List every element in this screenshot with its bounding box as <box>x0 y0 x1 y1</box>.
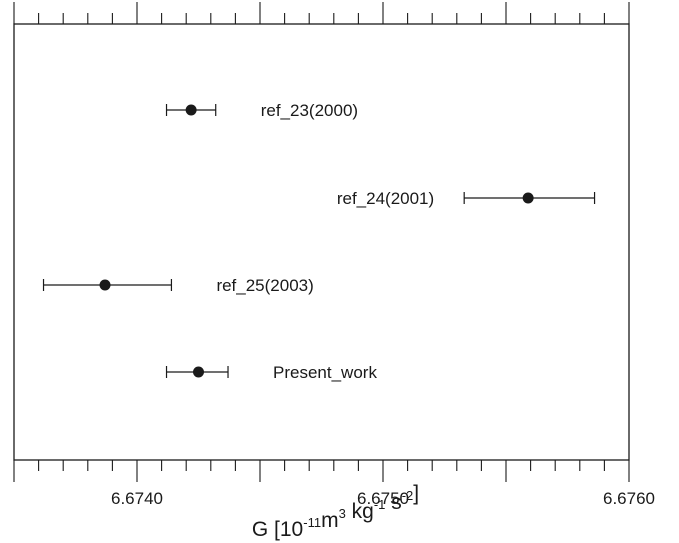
data-point-marker <box>99 279 111 291</box>
data-point-label: ref_23(2000) <box>261 101 358 120</box>
data-point-group: ref_23(2000) <box>165 101 358 120</box>
x-tick-label: 6.6750 <box>357 489 409 508</box>
data-point-label: ref_25(2003) <box>216 276 313 295</box>
data-point-label: ref_24(2001) <box>337 189 434 208</box>
data-point-marker <box>522 192 534 204</box>
x-tick-label: 6.6740 <box>111 489 163 508</box>
plot-border <box>13 23 630 461</box>
data-point-group: ref_24(2001) <box>337 189 596 208</box>
data-points: ref_23(2000) ref_24(2001) ref_25(2003) Pres… <box>42 101 596 382</box>
x-ticks <box>13 2 630 482</box>
data-point-label: Present_work <box>273 363 377 382</box>
x-tick-labels: 6.6740 6.6750 6.6760 <box>111 489 655 508</box>
data-point-marker <box>193 366 204 378</box>
x-tick-label: 6.6760 <box>603 489 655 508</box>
data-point-group: Present_work <box>165 363 377 382</box>
x-axis-title: G [10-11m3 kg-1 s-2] <box>252 482 419 541</box>
data-point-group: ref_25(2003) <box>42 276 314 295</box>
plot-frame <box>13 23 630 461</box>
data-point-marker <box>185 104 197 116</box>
